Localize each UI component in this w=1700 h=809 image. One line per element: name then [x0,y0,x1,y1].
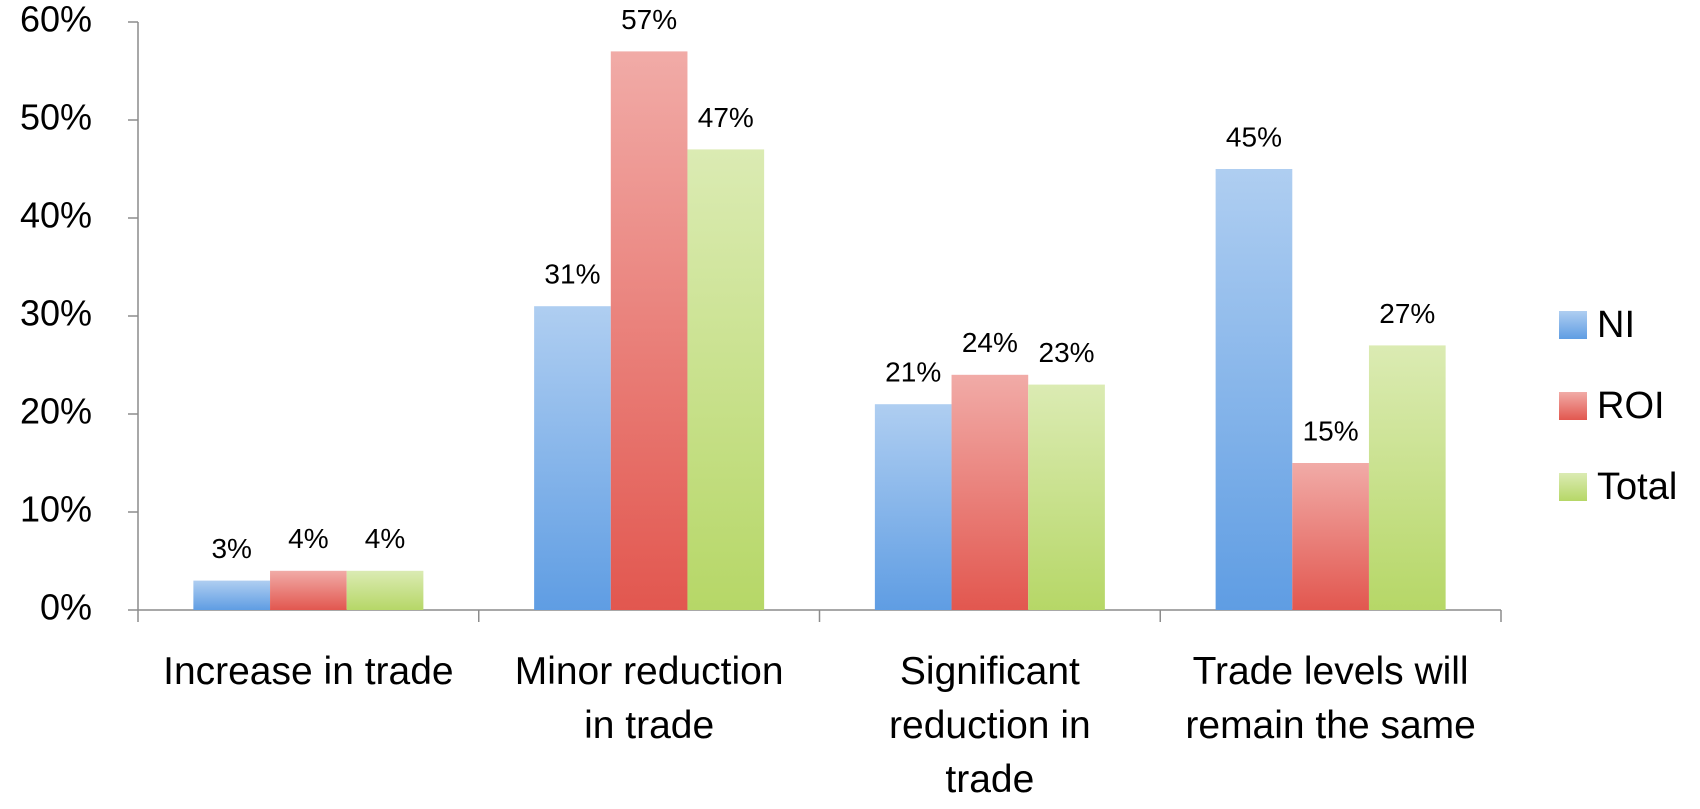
legend-swatch [1559,311,1587,339]
x-tick-label: Minor reduction in trade [515,650,784,747]
x-tick-label: Trade levels will remain the same [1185,650,1475,747]
y-tick-label: 0% [40,587,92,628]
data-label: 15% [1303,415,1359,446]
data-label: 47% [698,102,754,133]
bar [1028,384,1105,610]
y-tick-label: 30% [20,293,92,334]
bar [193,580,271,610]
bar [270,570,347,610]
y-tick-label: 50% [20,97,92,138]
bar [687,149,765,610]
legend-swatch [1559,392,1587,420]
y-tick-label: 10% [20,489,92,530]
data-label: 4% [288,523,328,554]
legend-label: ROI [1597,385,1665,427]
y-tick-label: 20% [20,391,92,432]
bar [346,570,424,610]
bar [1215,169,1293,610]
x-tick-label: Increase in trade [163,650,454,693]
bar [951,374,1029,610]
bar [610,51,688,610]
data-label: 24% [962,327,1018,358]
bar [874,404,952,610]
legend-label: NI [1597,304,1635,346]
data-label: 23% [1039,337,1095,368]
data-label: 45% [1226,121,1282,152]
legend-label: Total [1597,466,1677,508]
data-label: 4% [365,523,405,554]
y-tick-label: 60% [20,0,92,40]
data-label: 3% [211,533,251,564]
legend-swatch [1559,473,1587,501]
data-label: 21% [885,357,941,388]
bar [1292,463,1369,610]
bar [534,306,611,610]
bar [1368,345,1446,610]
x-tick-label: Significant reduction in trade [889,650,1091,801]
data-label: 31% [544,259,600,290]
data-label: 57% [621,4,677,35]
y-tick-label: 40% [20,195,92,236]
data-label: 27% [1379,298,1435,329]
